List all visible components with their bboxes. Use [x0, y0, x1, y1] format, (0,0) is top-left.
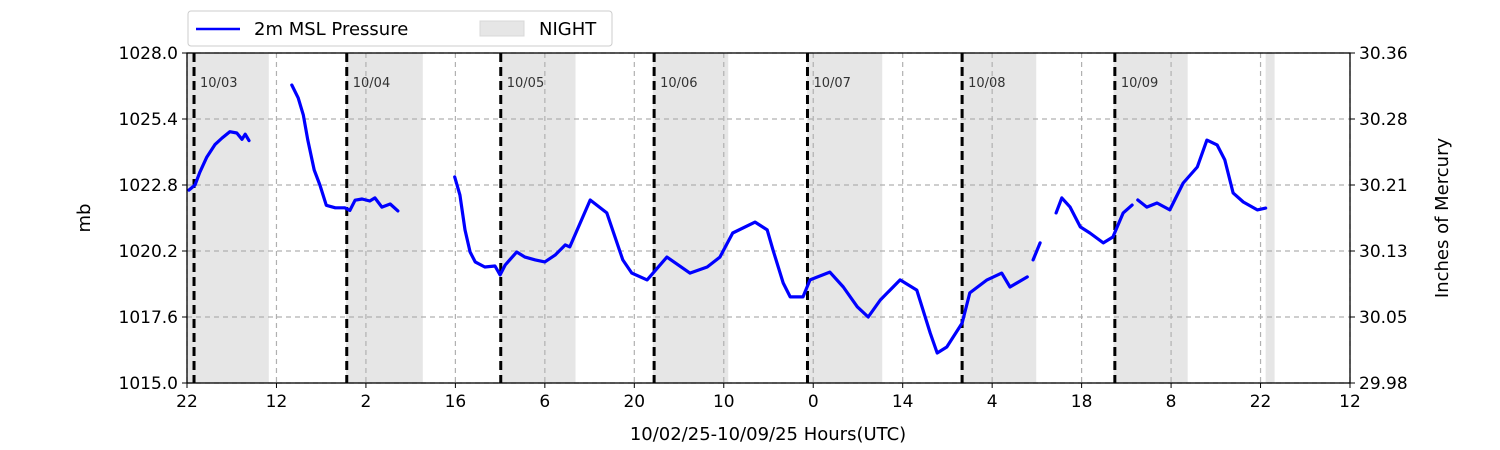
x-tick-label: 0 [808, 392, 819, 412]
x-tick-label: 8 [1166, 392, 1177, 412]
day-label: 10/06 [660, 76, 697, 91]
x-tick-label: 6 [539, 392, 550, 412]
pressure-line-segment [1054, 196, 1134, 245]
night-band [806, 53, 883, 383]
pressure-line-segment [290, 83, 400, 213]
y-tick-label-left: 1017.6 [119, 308, 178, 328]
x-tick-label: 16 [445, 392, 467, 412]
x-tick-label: 12 [266, 392, 288, 412]
legend: 2m MSL Pressure NIGHT [187, 10, 613, 47]
x-tick-label: 22 [1250, 392, 1272, 412]
legend-label-pressure: 2m MSL Pressure [254, 19, 408, 40]
day-label: 10/04 [353, 76, 390, 91]
x-tick-label: 4 [987, 392, 998, 412]
y-tick-label-left: 1028.0 [119, 44, 178, 64]
y-tick-label-left: 1020.2 [119, 242, 178, 262]
y-tick-label-left: 1022.8 [119, 176, 178, 196]
y-axis-label-left: mb [74, 204, 95, 233]
pressure-line-segment [453, 175, 1029, 355]
night-band [187, 53, 269, 383]
plot-frame [186, 52, 1351, 384]
legend-box [187, 10, 613, 47]
y-tick-label-right: 29.98 [1359, 374, 1408, 394]
x-tick-label: 20 [623, 392, 645, 412]
y-tick-label-right: 30.05 [1359, 308, 1408, 328]
y-tick-label-right: 30.36 [1359, 44, 1408, 64]
pressure-line-segment [1136, 138, 1268, 212]
x-tick-label: 12 [1339, 392, 1361, 412]
night-band [346, 53, 423, 383]
night-shading [187, 53, 1275, 383]
y-tick-label-left: 1025.4 [119, 110, 178, 130]
x-tick-label: 2 [361, 392, 372, 412]
pressure-series [187, 83, 1268, 355]
day-label: 10/08 [968, 76, 1005, 91]
day-label: 10/03 [200, 76, 237, 91]
day-label: 10/07 [813, 76, 850, 91]
legend-night-swatch [479, 20, 525, 37]
x-axis-label: 10/02/25-10/09/25 Hours(UTC) [630, 424, 906, 445]
night-band [1113, 53, 1188, 383]
day-markers: 10/03 10/04 10/05 10/06 10/07 10/08 10/09 [192, 53, 1158, 383]
x-tick-label: 22 [176, 392, 198, 412]
x-tick-label: 10 [713, 392, 735, 412]
pressure-line-segment [1031, 241, 1042, 262]
x-tick-label: 14 [892, 392, 914, 412]
y-tick-label-left: 1015.0 [119, 374, 178, 394]
x-tick-label: 18 [1071, 392, 1093, 412]
night-band [652, 53, 729, 383]
y-tick-label-right: 30.21 [1359, 176, 1408, 196]
y-tick-label-right: 30.28 [1359, 110, 1408, 130]
axis-ticks: 22 12 2 16 6 20 10 0 14 4 18 8 22 12 1015.0 29.98 1017.6… [119, 44, 1408, 412]
day-label: 10/09 [1121, 76, 1158, 91]
night-band [1265, 53, 1275, 383]
legend-label-night: NIGHT [539, 19, 597, 40]
night-band [500, 53, 576, 383]
pressure-line-segment [187, 130, 251, 192]
y-axis-label-right: Inches of Mercury [1432, 138, 1453, 299]
day-label: 10/05 [507, 76, 544, 91]
night-band [960, 53, 1037, 383]
y-tick-label-right: 30.13 [1359, 242, 1408, 262]
